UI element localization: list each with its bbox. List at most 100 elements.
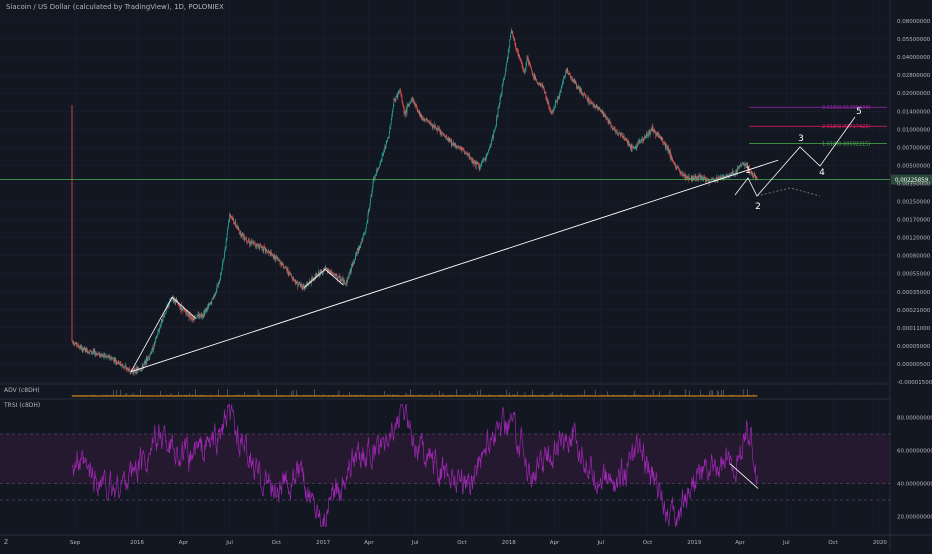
price-candle-body [198,314,199,318]
price-candle-body [451,144,453,146]
price-candle-body [518,52,519,57]
price-candle-body [272,255,274,259]
price-candle-body [401,95,403,102]
price-candle-body [652,127,653,129]
price-candle-body [373,177,374,183]
price-candle-body [117,360,119,363]
price-candle-body [408,104,409,106]
price-candle-body [331,273,333,275]
price-candle-body [147,356,149,358]
price-candle-body [698,175,700,180]
price-candle-body [358,246,360,249]
time-tick-label: 2016 [130,540,144,546]
price-candle-body [205,309,207,312]
price-candle-body [320,271,322,273]
price-candle-body [484,159,486,161]
price-candle-body [191,317,192,320]
price-candle-body [301,284,303,289]
price-candle-body [576,83,577,88]
price-candle-body [389,127,391,129]
price-candle-body [737,167,739,168]
price-candle-body [157,335,158,336]
price-candle-body [244,238,246,241]
price-candle-body [563,77,565,79]
price-candle-body [580,87,581,93]
price-candle-body [102,354,104,357]
price-candle-body [115,361,117,362]
price-candle-body [278,259,280,261]
price-candle-body [456,145,457,147]
price-candle-body [199,314,201,317]
price-candle-body [655,131,657,136]
price-candle-body [464,151,465,154]
price-candle-body [428,120,430,122]
price-candle-body [72,341,74,343]
price-candle-body [590,102,592,104]
price-candle-body [566,68,568,71]
price-candle-body [189,315,190,318]
price-candle-body [90,350,92,353]
price-candle-body [393,99,395,106]
price-candle-body [488,149,490,151]
price-candle-body [585,94,586,97]
price-candle-body [716,176,718,179]
price-candle-body [82,347,84,350]
price-candle-body [621,134,623,137]
price-candle-body [378,168,379,169]
price-candle-body [626,140,628,142]
price-candle-body [565,70,567,73]
price-candle-body [480,163,482,165]
price-candle-body [206,307,208,310]
time-tick-label: Oct [828,540,838,546]
trsi-tick-label: 80.00000000 [897,416,932,422]
price-candle-body [311,277,313,280]
price-candle-body [388,132,390,139]
price-candle-body [699,175,701,177]
price-candle-body [286,267,287,270]
price-candle-body [560,88,562,93]
price-candle-body [511,30,513,33]
price-candle-body [687,176,689,179]
price-candle-body [366,222,368,225]
price-candle-body [509,40,511,47]
price-candle-body [608,119,610,124]
price-candle-body [580,89,582,93]
price-candle-body [329,270,331,273]
price-candle-body [647,135,649,137]
price-candle-body [288,271,290,276]
price-candle-body [172,297,174,301]
price-candle-body [535,79,537,81]
price-candle-body [397,94,398,98]
price-candle-body [73,342,74,345]
price-candle-body [271,254,273,256]
price-candle-body [631,146,633,149]
price-candle-body [697,176,699,179]
price-candle-body [459,147,460,148]
price-candle-body [505,68,507,75]
price-candle-body [527,57,529,60]
price-candle-body [539,82,541,86]
price-candle-body [130,369,132,375]
price-candle-body [127,368,129,372]
price-candle-body [564,76,566,77]
price-candle-body [617,133,619,135]
price-candle-body [640,142,641,144]
price-candle-body [237,228,239,230]
price-candle-body [589,101,590,103]
price-candle-body [419,113,421,116]
price-candle-body [118,363,120,365]
price-tick-label: 0.00021000 [897,308,931,314]
price-candle-body [602,113,604,117]
price-candle-body [646,132,648,136]
price-candle-body [327,269,329,272]
price-candle-body [238,230,240,234]
price-candle-body [502,83,503,86]
price-candle-body [683,175,684,176]
price-candle-body [342,278,344,284]
price-candle-body [732,171,734,174]
price-candle-body [146,359,148,362]
price-candle-body [495,124,497,128]
price-candle-body [111,358,113,360]
price-candle-body [482,159,484,160]
price-candle-body [113,358,115,362]
